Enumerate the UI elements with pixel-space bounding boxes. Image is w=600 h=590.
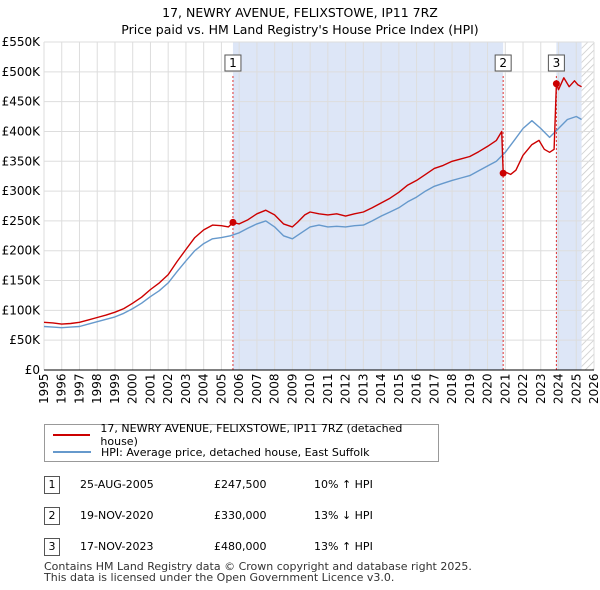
footer-line-copyright: Contains HM Land Registry data © Crown c…: [44, 560, 472, 573]
x-tick-label: 2026: [587, 373, 600, 404]
sale-marker-label: 3: [553, 56, 561, 70]
sale-marker-number: 2: [44, 507, 60, 525]
x-tick-label: 2015: [392, 373, 406, 404]
y-tick-label: £500K: [2, 65, 42, 79]
table-row: 1 25-AUG-2005 £247,500 10% ↑ HPI: [44, 476, 444, 494]
y-tick-label: £50K: [9, 333, 41, 347]
chart-title-address: 17, NEWRY AVENUE, FELIXSTOWE, IP11 7RZ: [162, 5, 438, 20]
sale-marker-label: 1: [229, 56, 237, 70]
sale-marker-box: [224, 54, 242, 72]
hatched-future-band: [581, 42, 594, 370]
x-tick-label: 2016: [410, 373, 424, 404]
price-chart: 1 2 3 £0 £50K £100K £150K £200K £250K £300K £350K £…: [2, 35, 600, 404]
sale-hpi-diff: 13% ↑ HPI: [314, 540, 373, 553]
x-tick-label: 2008: [268, 373, 282, 404]
x-tick-label: 2007: [250, 373, 264, 404]
sale-date: 19-NOV-2020: [80, 509, 154, 522]
sale-marker-box: [494, 54, 512, 72]
y-tick-label: £300K: [2, 184, 42, 198]
x-tick-label: 2002: [161, 373, 175, 404]
x-tick-label: 2010: [303, 373, 317, 404]
y-tick-label: £100K: [2, 303, 42, 317]
x-tick-label: 2024: [552, 373, 566, 404]
y-tick-label: £550K: [2, 35, 42, 49]
sale-point: [552, 80, 560, 88]
property-series-line: [43, 77, 582, 325]
x-tick-label: 2006: [232, 373, 246, 404]
sale-point: [499, 169, 507, 177]
y-tick-label: £0: [25, 363, 40, 377]
legend-item-hpi: HPI: Average price, detached house, East…: [53, 444, 370, 460]
x-tick-label: 2005: [214, 373, 228, 404]
sale-point: [229, 218, 237, 226]
sale-date: 17-NOV-2023: [80, 540, 154, 553]
sale-marker-label: 2: [499, 56, 507, 70]
x-tick-label: 1997: [72, 373, 86, 404]
x-tick-label: 1996: [55, 373, 69, 404]
table-row: 2 19-NOV-2020 £330,000 13% ↓ HPI: [44, 507, 444, 525]
x-tick-label: 2020: [481, 373, 495, 404]
copyright-footer: Contains HM Land Registry data © Crown c…: [44, 561, 472, 583]
x-tick-label: 2012: [339, 373, 353, 404]
y-tick-label: £150K: [2, 274, 42, 288]
x-tick-label: 2021: [498, 373, 512, 404]
y-tick-label: £400K: [2, 124, 42, 138]
x-tick-label: 2004: [197, 373, 211, 404]
legend-label-property: 17, NEWRY AVENUE, FELIXSTOWE, IP11 7RZ (…: [100, 422, 403, 448]
y-tick-label: £200K: [2, 244, 42, 258]
x-tick-label: 2017: [427, 373, 441, 404]
sale-price: £247,500: [214, 478, 267, 491]
legend-item-property: 17, NEWRY AVENUE, FELIXSTOWE, IP11 7RZ (…: [53, 422, 438, 448]
y-tick-label: £350K: [2, 154, 42, 168]
x-tick-label: 2003: [179, 373, 193, 404]
legend-label-hpi: HPI: Average price, detached house, East…: [101, 445, 370, 459]
table-row: 3 17-NOV-2023 £480,000 13% ↑ HPI: [44, 538, 444, 556]
x-tick-label: 2025: [569, 373, 583, 404]
legend-swatch-hpi: [53, 451, 91, 453]
x-tick-label: 1998: [90, 373, 104, 404]
sale-price: £330,000: [214, 509, 267, 522]
x-tick-label: 1995: [37, 373, 51, 404]
x-tick-label: 2013: [356, 373, 370, 404]
footer-line-licence: This data is licensed under the Open Gov…: [44, 571, 395, 584]
x-tick-label: 2001: [143, 373, 157, 404]
hpi-series-line: [43, 115, 582, 329]
x-tick-label: 2000: [126, 373, 140, 404]
x-tick-label: 2009: [285, 373, 299, 404]
sale-marker-box: [547, 54, 565, 72]
sale-marker-number: 1: [44, 476, 60, 494]
sale-hpi-diff: 10% ↑ HPI: [314, 478, 373, 491]
sale-price: £480,000: [214, 540, 267, 553]
x-tick-label: 2022: [516, 373, 530, 404]
x-tick-label: 1999: [108, 373, 122, 404]
x-tick-label: 2018: [445, 373, 459, 404]
y-tick-label: £450K: [2, 95, 42, 109]
shaded-ownership-band: [556, 42, 582, 370]
y-tick-label: £250K: [2, 214, 42, 228]
sale-date: 25-AUG-2005: [80, 478, 154, 491]
x-tick-label: 2011: [321, 373, 335, 404]
sale-hpi-diff: 13% ↓ HPI: [314, 509, 373, 522]
shaded-ownership-band: [232, 42, 504, 370]
x-tick-label: 2019: [463, 373, 477, 404]
chart-legend: 17, NEWRY AVENUE, FELIXSTOWE, IP11 7RZ (…: [44, 422, 439, 462]
legend-swatch-property: [53, 434, 91, 436]
x-tick-label: 2023: [534, 373, 548, 404]
chart-title-subtitle: Price paid vs. HM Land Registry's House …: [121, 22, 479, 37]
x-tick-label: 2014: [374, 373, 388, 404]
sale-marker-number: 3: [44, 538, 60, 556]
